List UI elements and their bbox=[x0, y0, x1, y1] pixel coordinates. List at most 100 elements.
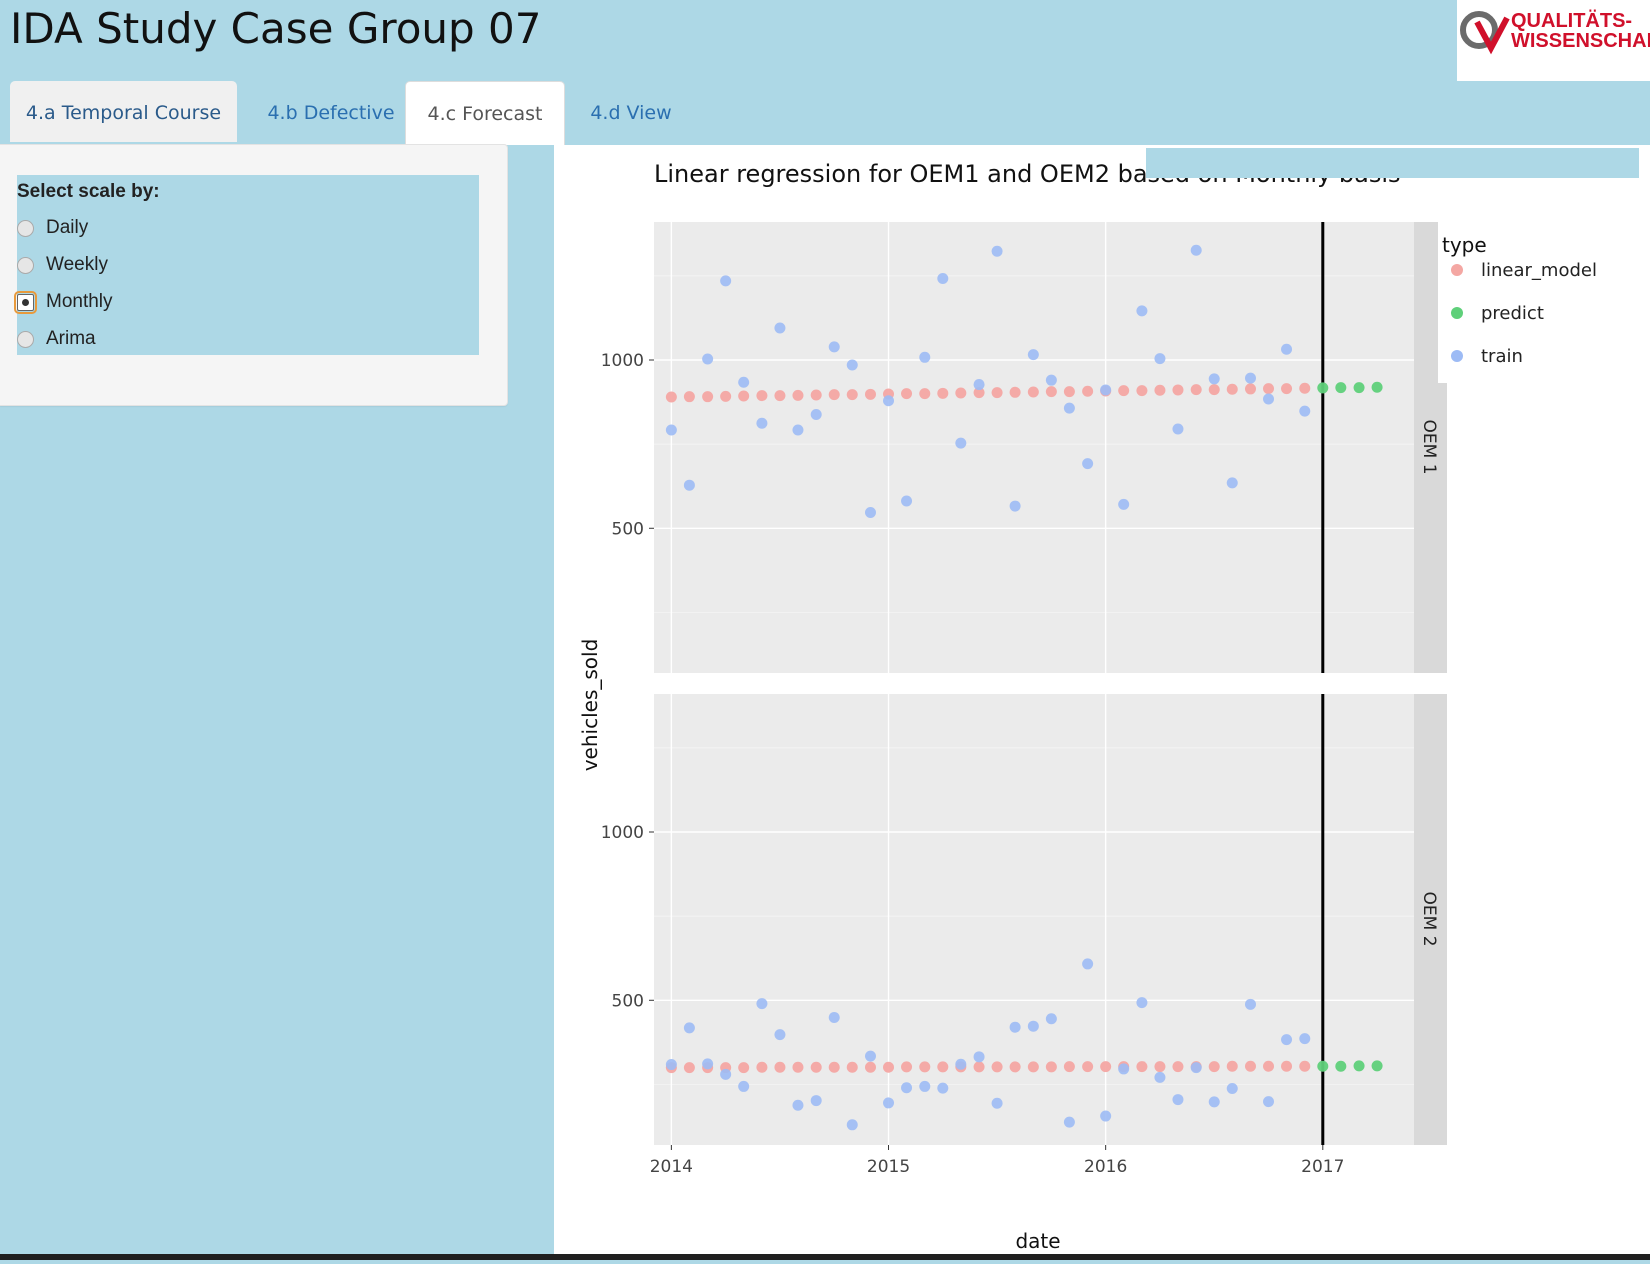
point-train-oem2 bbox=[1190, 1062, 1202, 1074]
point-linear_model-oem1 bbox=[919, 388, 931, 400]
point-train-oem1 bbox=[1027, 349, 1039, 361]
point-linear_model-oem2 bbox=[1009, 1061, 1021, 1073]
point-linear_model-oem2 bbox=[1208, 1061, 1220, 1073]
point-linear_model-oem1 bbox=[1190, 384, 1202, 396]
point-linear_model-oem1 bbox=[1154, 384, 1166, 396]
point-predict-oem1 bbox=[1317, 382, 1329, 394]
point-linear_model-oem2 bbox=[683, 1062, 695, 1074]
panels-layer: 500 1000 OEM 1 500 1000 OEM 2 2014 2015 2016 2017 bbox=[601, 222, 1447, 1177]
point-linear_model-oem2 bbox=[1226, 1060, 1238, 1072]
point-train-oem1 bbox=[683, 479, 695, 491]
point-linear_model-oem1 bbox=[1226, 383, 1238, 395]
point-train-oem1 bbox=[901, 495, 913, 507]
point-linear_model-oem2 bbox=[810, 1061, 822, 1073]
point-linear_model-oem2 bbox=[1154, 1061, 1166, 1073]
point-linear_model-oem1 bbox=[864, 388, 876, 400]
point-train-oem1 bbox=[973, 379, 985, 391]
point-train-oem1 bbox=[774, 322, 786, 334]
point-linear_model-oem1 bbox=[901, 388, 913, 400]
point-linear_model-oem2 bbox=[1100, 1061, 1112, 1073]
point-train-oem2 bbox=[1082, 958, 1094, 970]
point-train-oem2 bbox=[1100, 1110, 1112, 1122]
overlay-bar bbox=[1146, 148, 1639, 178]
point-linear_model-oem2 bbox=[1244, 1060, 1256, 1072]
point-linear_model-oem2 bbox=[937, 1061, 949, 1073]
radio-monthly-label: Monthly bbox=[46, 291, 113, 312]
point-linear_model-oem2 bbox=[991, 1061, 1003, 1073]
scale-label: Select scale by: bbox=[17, 181, 160, 202]
point-linear_model-oem1 bbox=[955, 387, 967, 399]
point-linear_model-oem2 bbox=[973, 1061, 985, 1073]
radio-monthly-circle[interactable] bbox=[14, 290, 37, 314]
point-linear_model-oem2 bbox=[738, 1062, 750, 1074]
forecast-chart[interactable]: Linear regression for OEM1 and OEM2 base… bbox=[554, 145, 1650, 1260]
x-axis-label: date bbox=[1015, 1229, 1060, 1253]
panel-background-oem1 bbox=[654, 222, 1414, 673]
x-tick-label: 2015 bbox=[867, 1157, 910, 1177]
point-linear_model-oem1 bbox=[846, 389, 858, 401]
legend-label-predict: predict bbox=[1481, 303, 1544, 324]
point-train-oem2 bbox=[864, 1050, 876, 1062]
point-train-oem2 bbox=[702, 1058, 714, 1070]
point-train-oem2 bbox=[1009, 1021, 1021, 1033]
point-linear_model-oem1 bbox=[1063, 386, 1075, 398]
tab-defective[interactable]: 4.b Defective bbox=[267, 102, 395, 124]
point-train-oem1 bbox=[1136, 305, 1148, 317]
logo-line-2: WISSENSCHAFT bbox=[1511, 30, 1650, 52]
point-linear_model-oem1 bbox=[1136, 385, 1148, 397]
tab-temporal-course[interactable]: 4.a Temporal Course bbox=[10, 81, 237, 142]
tab-forecast[interactable]: 4.c Forecast bbox=[405, 81, 565, 145]
point-train-oem1 bbox=[702, 353, 714, 365]
logo-line-1: QUALITÄTS- bbox=[1511, 10, 1633, 32]
legend-background bbox=[1438, 221, 1650, 383]
point-train-oem1 bbox=[1009, 500, 1021, 512]
point-linear_model-oem1 bbox=[738, 390, 750, 402]
point-train-oem2 bbox=[1263, 1096, 1275, 1108]
tab-view[interactable]: 4.d View bbox=[590, 102, 672, 124]
radio-daily[interactable]: Daily bbox=[17, 214, 88, 242]
legend-swatch-predict bbox=[1451, 307, 1463, 319]
radio-weekly-circle[interactable] bbox=[17, 256, 34, 274]
point-train-oem1 bbox=[919, 351, 931, 363]
point-predict-oem2 bbox=[1335, 1060, 1347, 1072]
point-linear_model-oem1 bbox=[991, 387, 1003, 399]
point-linear_model-oem2 bbox=[1063, 1061, 1075, 1073]
y-tick-label-oem2: 500 bbox=[612, 991, 644, 1011]
point-train-oem1 bbox=[1154, 353, 1166, 365]
point-train-oem2 bbox=[1299, 1033, 1311, 1045]
point-train-oem1 bbox=[1190, 244, 1202, 256]
radio-arima-circle[interactable] bbox=[17, 330, 34, 348]
point-train-oem2 bbox=[846, 1119, 858, 1131]
point-train-oem2 bbox=[937, 1082, 949, 1094]
point-linear_model-oem1 bbox=[1027, 386, 1039, 398]
point-linear_model-oem1 bbox=[810, 389, 822, 401]
logo: QUALITÄTS- WISSENSCHAFT bbox=[1457, 0, 1650, 81]
point-train-oem1 bbox=[864, 506, 876, 518]
point-train-oem1 bbox=[1263, 393, 1275, 405]
point-linear_model-oem1 bbox=[756, 390, 768, 402]
point-train-oem2 bbox=[1027, 1020, 1039, 1032]
point-linear_model-oem2 bbox=[1263, 1060, 1275, 1072]
point-linear_model-oem2 bbox=[1045, 1061, 1057, 1073]
point-linear_model-oem2 bbox=[828, 1061, 840, 1073]
radio-daily-circle[interactable] bbox=[17, 219, 34, 237]
app-title: IDA Study Case Group 07 bbox=[10, 4, 542, 53]
point-train-oem1 bbox=[792, 424, 804, 436]
radio-weekly[interactable]: Weekly bbox=[17, 251, 108, 279]
point-train-oem1 bbox=[810, 409, 822, 421]
point-linear_model-oem1 bbox=[1208, 384, 1220, 396]
point-linear_model-oem2 bbox=[774, 1061, 786, 1073]
point-train-oem1 bbox=[1208, 373, 1220, 385]
logo-text: QUALITÄTS- WISSENSCHAFT bbox=[1511, 11, 1650, 51]
point-linear_model-oem2 bbox=[883, 1061, 895, 1073]
radio-arima[interactable]: Arima bbox=[17, 325, 96, 353]
point-train-oem2 bbox=[756, 998, 768, 1010]
point-linear_model-oem1 bbox=[1045, 386, 1057, 398]
plot-area: Linear regression for OEM1 and OEM2 base… bbox=[554, 145, 1650, 1260]
point-linear_model-oem1 bbox=[973, 387, 985, 399]
radio-monthly[interactable]: Monthly bbox=[14, 288, 113, 316]
radio-daily-label: Daily bbox=[46, 217, 89, 238]
point-train-oem2 bbox=[720, 1068, 732, 1080]
